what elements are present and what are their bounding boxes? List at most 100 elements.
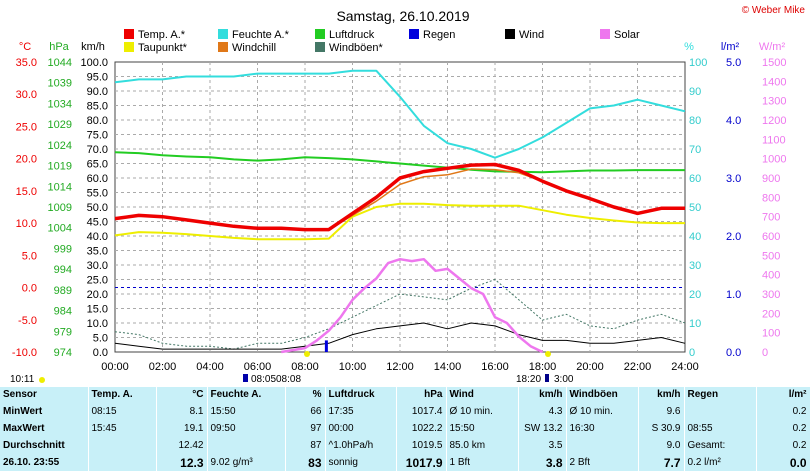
- table-cell: 16:30: [566, 420, 639, 438]
- y-tick-label-pressure_hPa: 1034: [48, 98, 72, 110]
- y-tick-label-wind_kmh: 20.0: [87, 289, 108, 301]
- x-tick-label: 22:00: [624, 361, 652, 373]
- table-cell: 19.1: [156, 420, 208, 438]
- table-cell: Ø 10 min.: [446, 403, 519, 421]
- temp-unit: °C: [19, 41, 31, 53]
- legend-swatch: [124, 29, 134, 39]
- series-line-wind: [114, 322, 686, 350]
- legend-label: Solar: [614, 29, 640, 41]
- legend: Temp. A.* Feuchte A.* Luftdruck Taupunkt* Wi…: [124, 29, 640, 54]
- table-cell: hPa: [396, 387, 447, 404]
- y-tick-label-wind_kmh: 75.0: [87, 130, 108, 142]
- table-cell: [566, 437, 639, 455]
- y-tick-label-wind_kmh: 30.0: [87, 260, 108, 272]
- y-tick-label-wind_kmh: 80.0: [87, 115, 108, 127]
- table-cell: 0.2: [756, 420, 810, 438]
- table-cell: °C: [156, 387, 208, 404]
- stats-table: Sensor Temp. A. °C Feuchte A.% Luftdruck hPa W…: [0, 387, 810, 471]
- table-cell: 09:50: [207, 420, 286, 438]
- legend-label: Temp. A.*: [138, 29, 186, 41]
- table-cell: km/h: [518, 387, 567, 404]
- table-row: Sensor Temp. A. °C Feuchte A.% Luftdruck hPa W…: [0, 387, 810, 404]
- sun-set-icon: [545, 351, 551, 357]
- table-cell: 8.1: [156, 403, 208, 421]
- x-tick-label: 08:00: [291, 361, 319, 373]
- sunrise-marker-icon: [243, 374, 248, 382]
- table-cell: 7.7: [638, 454, 685, 471]
- legend-swatch: [218, 42, 228, 52]
- table-cell: %: [285, 387, 326, 404]
- table-cell: Ø 10 min.: [566, 403, 639, 421]
- y-tick-label-pressure_hPa: 1009: [48, 202, 72, 214]
- y-tick-label-pressure_hPa: 994: [54, 264, 72, 276]
- y-tick-label-solar_Wm2: 600: [762, 231, 780, 243]
- y-tick-label-temperature_C: -10.0: [12, 347, 37, 359]
- y-tick-label-wind_kmh: 50.0: [87, 202, 108, 214]
- y-tick-label-rain_lm2: 1.0: [726, 289, 741, 301]
- y-tick-label-humidity_pct: 90: [689, 86, 701, 98]
- table-cell: Temp. A.: [88, 387, 157, 404]
- legend-label: Windchill: [232, 42, 276, 54]
- y-tick-label-solar_Wm2: 200: [762, 308, 780, 320]
- y-tick-label-humidity_pct: 80: [689, 115, 701, 127]
- table-row: MinWert 08:15 8.1 15:50 66 17:35 1017.4 Ø 10 mi…: [0, 403, 810, 421]
- series-group: [114, 69, 686, 354]
- table-cell: Sensor: [0, 387, 89, 404]
- y-tick-label-temperature_C: 10.0: [16, 218, 37, 230]
- y-tick-label-wind_kmh: 15.0: [87, 304, 108, 316]
- sun-noon-icon: [304, 351, 310, 357]
- y-tick-label-wind_kmh: 0.0: [93, 347, 108, 359]
- table-cell: 08:55: [684, 420, 757, 438]
- y-tick-label-wind_kmh: 65.0: [87, 159, 108, 171]
- table-cell: SW 13.2: [518, 420, 567, 438]
- y-tick-label-solar_Wm2: 100: [762, 328, 780, 340]
- y-tick-label-pressure_hPa: 1004: [48, 223, 72, 235]
- x-tick-label: 12:00: [386, 361, 414, 373]
- table-cell: l/m²: [756, 387, 810, 404]
- table-cell: 66: [285, 403, 326, 421]
- legend-swatch: [505, 29, 515, 39]
- y-tick-label-pressure_hPa: 999: [54, 243, 72, 255]
- x-tick-label: 10:00: [339, 361, 367, 373]
- table-cell: Feuchte A.: [207, 387, 286, 404]
- y-tick-label-pressure_hPa: 1044: [48, 57, 72, 69]
- x-tick-label: 00:00: [101, 361, 129, 373]
- y-tick-label-wind_kmh: 10.0: [87, 318, 108, 330]
- table-cell: 12.3: [156, 454, 208, 471]
- pressure-unit: hPa: [49, 41, 69, 53]
- y-tick-label-humidity_pct: 10: [689, 318, 701, 330]
- table-cell: 26.10. 23:55: [0, 454, 89, 471]
- y-tick-label-wind_kmh: 90.0: [87, 86, 108, 98]
- y-tick-label-wind_kmh: 25.0: [87, 275, 108, 287]
- y-tick-label-pressure_hPa: 1039: [48, 78, 72, 90]
- y-tick-label-solar_Wm2: 300: [762, 289, 780, 301]
- y-tick-label-temperature_C: 15.0: [16, 186, 37, 198]
- y-tick-label-pressure_hPa: 989: [54, 285, 72, 297]
- chart-title: Samstag, 26.10.2019: [336, 8, 469, 24]
- y-tick-label-temperature_C: 25.0: [16, 121, 37, 133]
- y-tick-label-solar_Wm2: 1500: [762, 57, 786, 69]
- table-cell: MinWert: [0, 403, 89, 421]
- table-cell: 1 Bft: [446, 454, 519, 471]
- grid: [114, 61, 686, 353]
- y-tick-label-wind_kmh: 85.0: [87, 101, 108, 113]
- weather-chart: Samstag, 26.10.2019 © Weber Mike °C hPa …: [10, 5, 805, 385]
- x-tick-label: 16:00: [481, 361, 509, 373]
- midday-time: 08:08: [276, 374, 301, 385]
- legend-swatch: [315, 42, 325, 52]
- y-tick-label-solar_Wm2: 900: [762, 173, 780, 185]
- table-cell: [88, 454, 157, 471]
- table-cell: 08:15: [88, 403, 157, 421]
- series-line-temp-a: [114, 162, 685, 232]
- table-cell: [88, 437, 157, 455]
- table-cell: 17:35: [325, 403, 397, 421]
- table-cell: 9.0: [638, 437, 685, 455]
- y-tick-label-humidity_pct: 0: [689, 347, 695, 359]
- y-tick-label-temperature_C: 20.0: [16, 154, 37, 166]
- table-cell: ^1.0hPa/h: [325, 437, 397, 455]
- table-cell: 9.02 g/m³: [207, 454, 286, 471]
- x-tick-label: 24:00: [671, 361, 699, 373]
- table-cell: 1017.9: [396, 454, 447, 471]
- y-tick-label-solar_Wm2: 800: [762, 192, 780, 204]
- table-cell: 87: [285, 437, 326, 455]
